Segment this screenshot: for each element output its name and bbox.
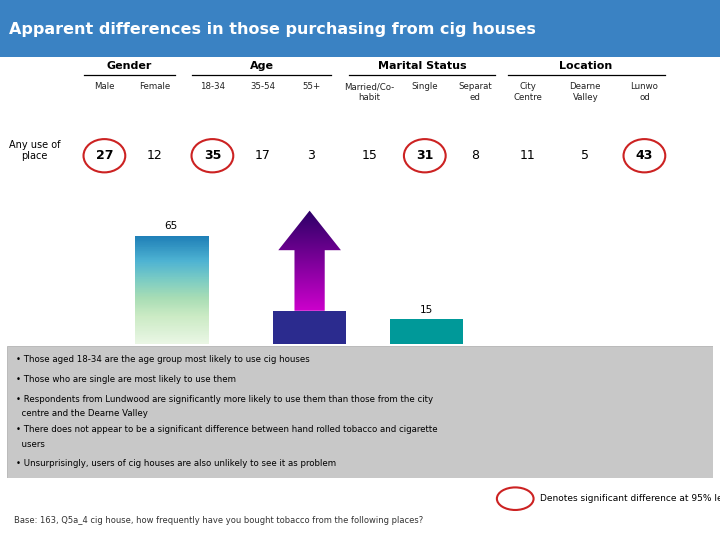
Text: 27: 27: [96, 149, 113, 162]
Text: 15: 15: [361, 149, 377, 162]
Text: 18-34: 18-34: [200, 83, 225, 91]
Text: • Those who are single are most likely to use them: • Those who are single are most likely t…: [16, 375, 235, 384]
Text: Apparent differences in those purchasing from cig houses: Apparent differences in those purchasing…: [9, 22, 536, 37]
Text: 31: 31: [416, 149, 433, 162]
Text: Never: Never: [157, 354, 186, 364]
Bar: [273, 311, 346, 344]
Text: Denotes significant difference at 95% level: Denotes significant difference at 95% le…: [540, 494, 720, 503]
Text: • Unsurprisingly, users of cig houses are also unlikely to see it as problem: • Unsurprisingly, users of cig houses ar…: [16, 460, 336, 468]
Text: City
Centre: City Centre: [513, 83, 542, 102]
Text: Dearne
Valley: Dearne Valley: [570, 83, 601, 102]
Text: 5: 5: [581, 149, 590, 162]
Text: users: users: [16, 440, 45, 449]
Text: 11: 11: [520, 149, 536, 162]
Text: 43: 43: [636, 149, 653, 162]
Text: 65: 65: [165, 221, 178, 232]
Bar: [390, 319, 463, 344]
Text: Any use of
place: Any use of place: [9, 140, 60, 161]
Text: Separat
ed: Separat ed: [459, 83, 492, 102]
Text: NA: NA: [419, 354, 433, 364]
Text: • Those aged 18-34 are the age group most likely to use cig houses: • Those aged 18-34 are the age group mos…: [16, 355, 310, 364]
Text: Male: Male: [94, 83, 114, 91]
Text: • Respondents from Lundwood are significantly more likely to use them than those: • Respondents from Lundwood are signific…: [16, 395, 433, 403]
Text: 35-54: 35-54: [251, 83, 275, 91]
Text: 12: 12: [147, 149, 163, 162]
Text: 20: 20: [303, 296, 316, 307]
Text: Base: 163, Q5a_4 cig house, how frequently have you bought tobacco from the foll: Base: 163, Q5a_4 cig house, how frequent…: [14, 516, 423, 525]
Text: Gender: Gender: [107, 61, 153, 71]
Text: 55+: 55+: [302, 83, 320, 91]
Text: 8: 8: [471, 149, 480, 162]
Text: Single: Single: [412, 83, 438, 91]
Text: Location: Location: [559, 61, 613, 71]
Text: centre and the Dearne Valley: centre and the Dearne Valley: [16, 409, 148, 418]
Text: • There does not appear to be a significant difference between hand rolled tobac: • There does not appear to be a signific…: [16, 425, 437, 434]
Text: Any use of place: Any use of place: [269, 354, 350, 364]
Text: Lunwo
od: Lunwo od: [631, 83, 658, 102]
Text: 3: 3: [307, 149, 315, 162]
Text: 15: 15: [420, 305, 433, 315]
Text: Married/Co-
habit: Married/Co- habit: [344, 83, 395, 102]
Text: 35: 35: [204, 149, 221, 162]
Text: Age: Age: [250, 61, 274, 71]
Text: Female: Female: [139, 83, 171, 91]
Text: Marital Status: Marital Status: [378, 61, 467, 71]
Text: 17: 17: [255, 149, 271, 162]
